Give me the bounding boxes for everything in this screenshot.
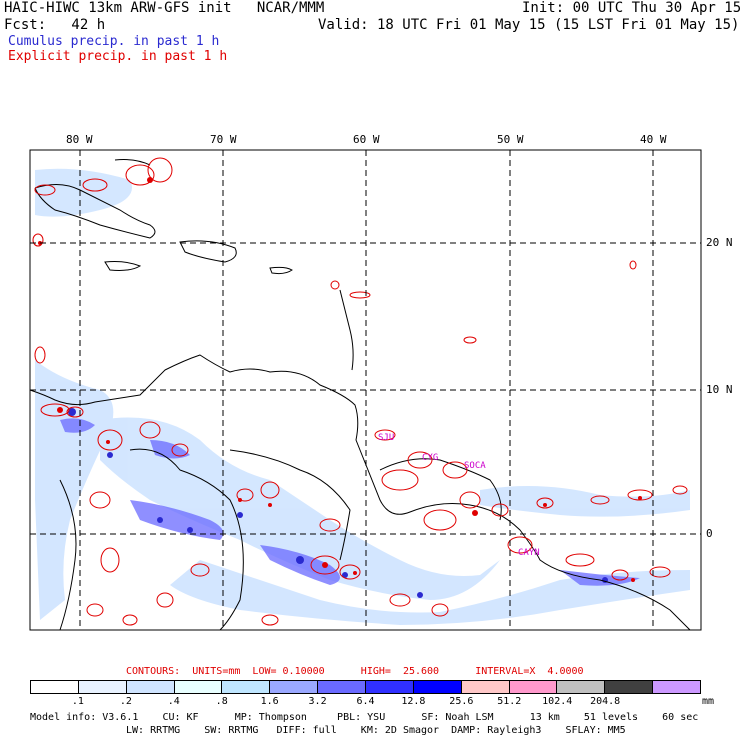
colorbar-tick-label: 51.2 xyxy=(497,696,522,707)
colorbar-tick-label: .2 xyxy=(119,696,132,707)
cumulus-legend-label: Cumulus precip. in past 1 h xyxy=(8,34,220,49)
colorbar-swatch xyxy=(605,681,654,693)
lat-lon-grid xyxy=(30,150,701,630)
contour-info: CONTOURS: UNITS=mm LOW= 0.10000 HIGH= 25… xyxy=(126,666,584,677)
cumulus-precip-deep xyxy=(60,418,640,586)
model-info-line1: Model info: V3.6.1 CU: KF MP: Thompson P… xyxy=(30,712,699,723)
colorbar-swatch xyxy=(509,681,558,693)
colorbar-swatch xyxy=(270,681,319,693)
colorbar-unit: mm xyxy=(702,696,715,707)
colorbar-swatch xyxy=(222,681,271,693)
colorbar-swatch xyxy=(557,681,606,693)
colorbar-tick-label: 25.6 xyxy=(449,696,474,707)
forecast-hour: Fcst: 42 h xyxy=(4,17,106,33)
precip-colorbar xyxy=(30,680,701,694)
model-info-line2: LW: RRTMG SW: RRTMG DIFF: full KM: 2D Sm… xyxy=(126,725,626,736)
colorbar-tick-label: 102.4 xyxy=(542,696,573,707)
station-label: SOCA xyxy=(464,461,486,471)
colorbar-tick-label: .4 xyxy=(167,696,180,707)
lat-label: 10 N xyxy=(706,383,733,396)
colorbar-ticks: .1 .2 .4 .8 1.6 3.2 6.4 12.8 25.6 51.2 102.4 204.8 xyxy=(30,696,710,710)
colorbar-tick-label: 3.2 xyxy=(308,696,327,707)
colorbar-tick-label: .1 xyxy=(71,696,84,707)
lon-label: 80 W xyxy=(66,133,93,146)
station-label: CAYN xyxy=(518,548,540,558)
colorbar-tick-label: 6.4 xyxy=(356,696,375,707)
lon-label: 40 W xyxy=(640,133,667,146)
colorbar-swatch xyxy=(318,681,367,693)
colorbar-tick-label: .8 xyxy=(215,696,228,707)
explicit-legend-label: Explicit precip. in past 1 h xyxy=(8,49,228,64)
colorbar-swatch xyxy=(653,681,701,693)
lon-label: 50 W xyxy=(497,133,524,146)
colorbar-tick-label: 1.6 xyxy=(260,696,279,707)
init-time: Init: 00 UTC Thu 30 Apr 15 xyxy=(522,0,740,16)
colorbar-swatch xyxy=(461,681,510,693)
lon-label: 60 W xyxy=(353,133,380,146)
colorbar-swatch xyxy=(31,681,79,693)
colorbar-tick-label: 12.8 xyxy=(401,696,426,707)
run-title: HAIC-HIWC 13km ARW-GFS init NCAR/MMM xyxy=(4,0,325,16)
cumulus-precip-core xyxy=(68,408,608,598)
coastlines xyxy=(29,159,691,631)
colorbar-swatch xyxy=(366,681,414,693)
colorbar-swatch xyxy=(78,681,127,693)
valid-time: Valid: 18 UTC Fri 01 May 15 (15 LST Fri … xyxy=(318,17,740,33)
lat-label: 0 xyxy=(706,527,713,540)
colorbar-swatch xyxy=(413,681,462,693)
colorbar-swatch xyxy=(174,681,223,693)
station-labels: SJU CYG SOCA CAYN xyxy=(378,433,540,558)
colorbar-swatch xyxy=(126,681,175,693)
colorbar-tick-label: 204.8 xyxy=(590,696,621,707)
station-label: CYG xyxy=(422,453,438,463)
station-label: SJU xyxy=(378,433,394,443)
lon-label: 70 W xyxy=(210,133,237,146)
lat-label: 20 N xyxy=(706,236,733,249)
